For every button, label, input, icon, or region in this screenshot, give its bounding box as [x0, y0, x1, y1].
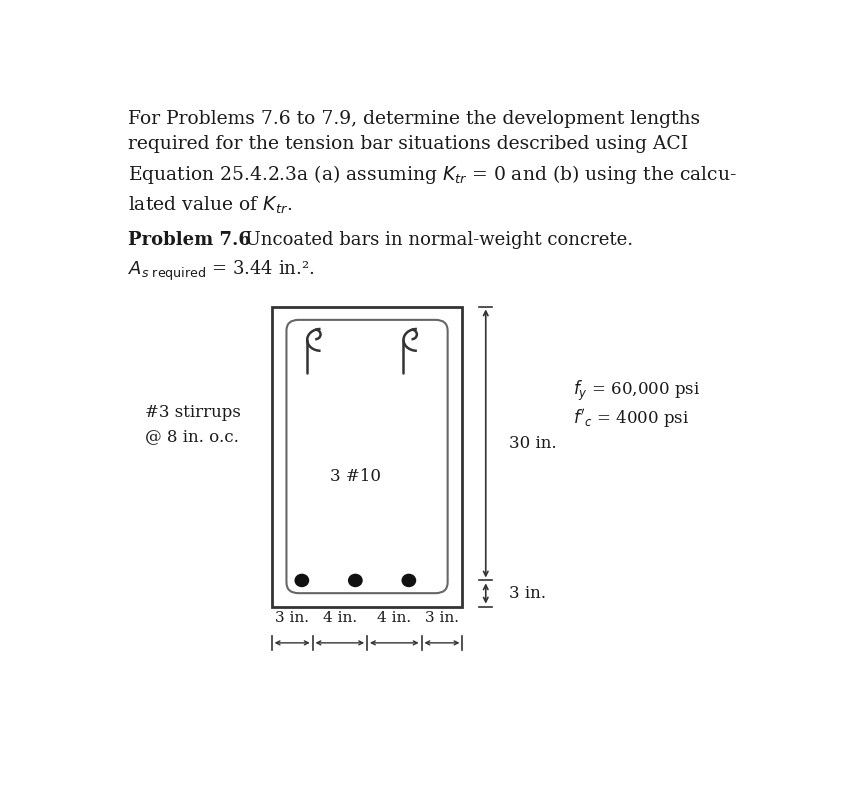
- FancyBboxPatch shape: [287, 320, 448, 593]
- Text: 30 in.: 30 in.: [509, 435, 557, 452]
- Text: 3 in.: 3 in.: [275, 611, 309, 625]
- Circle shape: [349, 575, 362, 586]
- Circle shape: [402, 575, 415, 586]
- Text: Uncoated bars in normal-weight concrete.: Uncoated bars in normal-weight concrete.: [234, 231, 633, 249]
- Text: $f'_c$ = 4000 psi: $f'_c$ = 4000 psi: [573, 407, 689, 430]
- Text: Problem 7.6: Problem 7.6: [128, 231, 251, 249]
- Text: For Problems 7.6 to 7.9, determine the development lengths
required for the tens: For Problems 7.6 to 7.9, determine the d…: [128, 109, 737, 216]
- Text: 4 in.: 4 in.: [323, 611, 357, 625]
- Bar: [272, 306, 463, 607]
- Circle shape: [295, 575, 309, 586]
- Text: #3 stirrups
@ 8 in. o.c.: #3 stirrups @ 8 in. o.c.: [145, 405, 241, 445]
- Text: $A_{s\ \mathrm{required}}$ = 3.44 in.².: $A_{s\ \mathrm{required}}$ = 3.44 in.².: [128, 259, 314, 283]
- Text: 3 in.: 3 in.: [509, 585, 546, 602]
- Text: 3 in.: 3 in.: [425, 611, 459, 625]
- Text: $f_y$ = 60,000 psi: $f_y$ = 60,000 psi: [573, 379, 700, 404]
- Text: 4 in.: 4 in.: [377, 611, 412, 625]
- Text: 3 #10: 3 #10: [330, 467, 381, 485]
